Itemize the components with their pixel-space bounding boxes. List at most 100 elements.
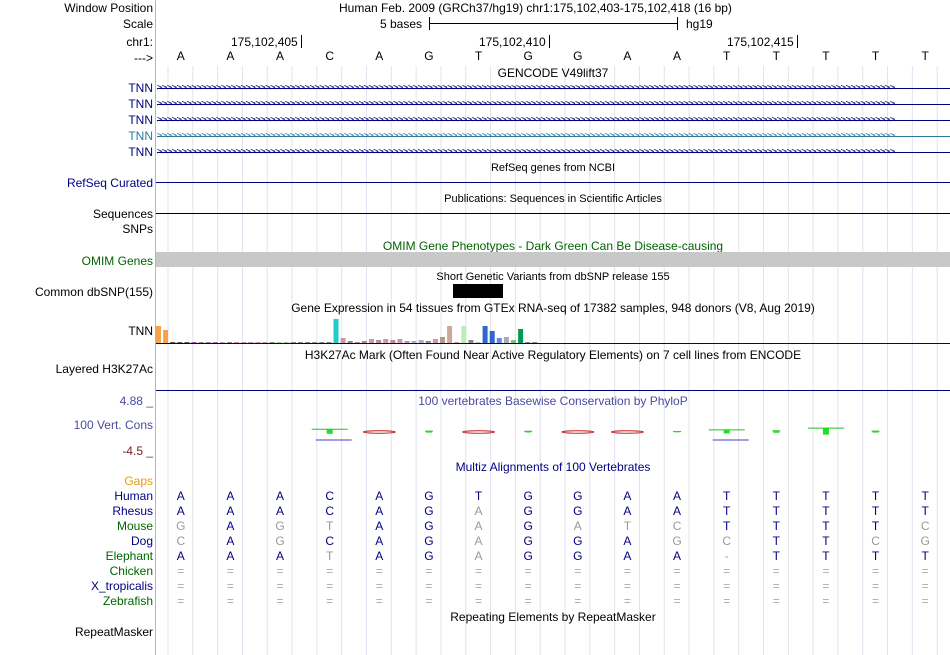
alignment-base: =	[425, 594, 433, 608]
alignment-base: G	[672, 534, 682, 548]
alignment-base: =	[276, 579, 284, 593]
alignment-base: =	[574, 564, 582, 578]
gtex-tissue-bar	[205, 342, 211, 343]
alignment-base: G	[275, 519, 285, 533]
phylop-track-label[interactable]: 100 Vert. Cons	[73, 418, 153, 432]
dbsnp-track-label[interactable]: Common dbSNP(155)	[34, 285, 153, 299]
alignment-base: A	[474, 519, 483, 533]
alignment-base: C	[672, 519, 682, 533]
gencode-transcript-label[interactable]: TNN	[128, 113, 153, 127]
alignment-base: =	[623, 594, 631, 608]
gencode-transcript-line[interactable]: >>>>>>>>>>>>>>>>>>>>>>>>>>>>>>>>>>>>>>>>…	[157, 114, 950, 126]
base-letter: A	[623, 49, 632, 63]
alignment-base: =	[375, 564, 383, 578]
base-letter: T	[474, 49, 483, 63]
refseq-track-label[interactable]: RefSeq Curated	[66, 176, 153, 190]
gtex-tissue-bar	[177, 342, 183, 343]
alignment-base: =	[872, 579, 880, 593]
alignment-base: A	[226, 504, 235, 518]
chrom-label: chr1:	[126, 35, 153, 49]
phylop-score-mark	[772, 430, 781, 433]
gtex-tissue-bar	[369, 339, 374, 343]
alignment-base: A	[623, 534, 632, 548]
alignment-base: A	[474, 504, 483, 518]
gtex-tissue-bar	[198, 342, 204, 343]
alignment-base: T	[772, 519, 780, 533]
alignment-base: G	[573, 534, 583, 548]
multiz-species-label[interactable]: Elephant	[105, 549, 153, 563]
alignment-base: A	[474, 534, 483, 548]
alignment-base: =	[822, 594, 830, 608]
multiz-species-label[interactable]: Mouse	[116, 519, 153, 533]
alignment-base: G	[424, 549, 434, 563]
alignment-base: T	[871, 519, 880, 533]
gencode-transcript-label[interactable]: TNN	[128, 81, 153, 95]
alignment-base: =	[574, 579, 582, 593]
omim-gene-bar[interactable]	[156, 252, 950, 267]
gencode-transcript-label[interactable]: TNN	[128, 145, 153, 159]
multiz-species-label[interactable]: Dog	[130, 534, 153, 548]
alignment-base: A	[623, 489, 632, 503]
gencode-transcript-line[interactable]: >>>>>>>>>>>>>>>>>>>>>>>>>>>>>>>>>>>>>>>>…	[157, 130, 950, 142]
alignment-base: A	[276, 504, 285, 518]
multiz-species-label[interactable]: Zebrafish	[102, 594, 153, 608]
alignment-base: G	[176, 519, 186, 533]
scale-text: 5 bases	[380, 17, 423, 31]
alignment-base: A	[276, 549, 285, 563]
omim-track-label[interactable]: OMIM Genes	[81, 254, 153, 268]
alignment-base: =	[723, 564, 731, 578]
multiz-species-label[interactable]: Human	[114, 489, 153, 503]
gencode-transcript-line[interactable]: >>>>>>>>>>>>>>>>>>>>>>>>>>>>>>>>>>>>>>>>…	[157, 82, 950, 94]
gencode-transcript-label[interactable]: TNN	[128, 129, 153, 143]
alignment-base: G	[573, 504, 583, 518]
repeatmasker-track-label[interactable]: RepeatMasker	[74, 625, 153, 639]
phylop-score-mark	[673, 431, 682, 433]
gtex-tissue-bar	[276, 342, 282, 343]
alignment-base: A	[375, 549, 384, 563]
alignment-base: =	[375, 594, 383, 608]
alignment-base: =	[276, 564, 284, 578]
phylop-plot[interactable]	[156, 408, 950, 456]
multiz-species-label[interactable]: Rhesus	[112, 504, 153, 518]
alignment-base: =	[673, 594, 681, 608]
gtex-bar-chart[interactable]	[156, 315, 950, 345]
phylop-score-mark	[807, 427, 844, 435]
publications-track-label[interactable]: Sequences	[92, 207, 153, 221]
multiz-species-label[interactable]: Chicken	[109, 564, 153, 578]
alignment-base: =	[475, 579, 483, 593]
alignment-base: =	[524, 594, 532, 608]
phylop-score-mark	[871, 430, 880, 433]
phylop-ymax: 4.88 _	[119, 394, 153, 408]
gtex-track-label[interactable]: TNN	[128, 324, 153, 338]
alignment-base: =	[226, 594, 234, 608]
alignment-base: A	[176, 489, 185, 503]
gtex-tissue-bar	[283, 342, 289, 343]
alignment-base: T	[871, 549, 880, 563]
multiz-track-title: Multiz Alignments of 100 Vertebrates	[455, 460, 651, 474]
alignment-base: T	[822, 519, 830, 533]
gtex-tissue-bar	[404, 341, 410, 343]
h3k27ac-track-label[interactable]: Layered H3K27Ac	[55, 362, 153, 376]
h3k27ac-line	[156, 390, 950, 391]
base-letter: T	[921, 49, 929, 63]
gencode-transcript-line[interactable]: >>>>>>>>>>>>>>>>>>>>>>>>>>>>>>>>>>>>>>>>…	[157, 98, 950, 110]
base-letter: A	[276, 49, 285, 63]
alignment-base: T	[326, 549, 334, 563]
gencode-transcript-label[interactable]: TNN	[128, 97, 153, 111]
window-position-text: Human Feb. 2009 (GRCh37/hg19) chr1:175,1…	[339, 1, 732, 15]
multiz-species-label[interactable]: X_tropicalis	[90, 579, 153, 593]
alignment-base: =	[226, 579, 234, 593]
dbsnp-variant[interactable]	[453, 284, 503, 298]
gtex-tissue-bar	[234, 342, 240, 343]
alignment-base: =	[475, 594, 483, 608]
base-letter: A	[673, 49, 682, 63]
alignment-base: =	[623, 564, 631, 578]
gencode-transcript-line[interactable]: >>>>>>>>>>>>>>>>>>>>>>>>>>>>>>>>>>>>>>>>…	[157, 146, 950, 158]
alignment-base: T	[326, 519, 334, 533]
gtex-tissue-bar	[219, 342, 225, 343]
alignment-base: C	[871, 534, 880, 548]
gtex-tissue-bar	[447, 326, 453, 343]
alignment-base: =	[872, 564, 880, 578]
gtex-tissue-bar	[156, 326, 161, 343]
